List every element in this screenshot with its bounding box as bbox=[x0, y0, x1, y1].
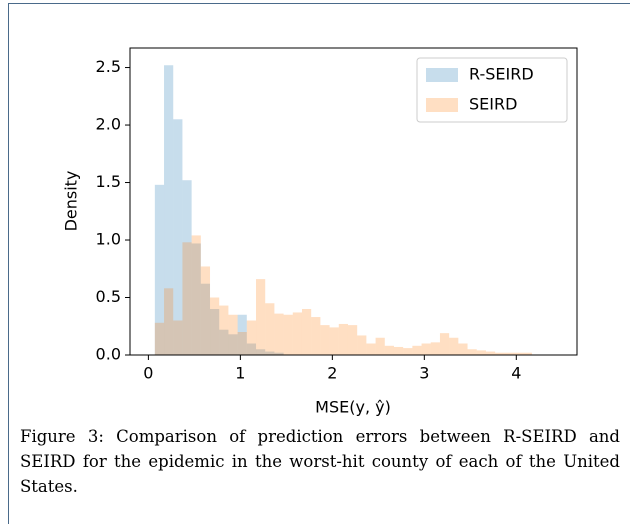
histogram-bar bbox=[375, 337, 385, 355]
histogram-bar bbox=[522, 352, 532, 355]
page: Density MSE(y, ŷ) 0 1 2 3 4 0.0 0.5 1.0 1.5 2.0 2.… bbox=[8, 3, 630, 524]
plot-frame bbox=[129, 47, 578, 356]
legend-label: R-SEIRD bbox=[469, 65, 534, 84]
histogram-bar bbox=[439, 333, 450, 355]
histogram-bar bbox=[403, 348, 413, 355]
histogram-bar bbox=[504, 352, 514, 355]
y-tick-label: 0.5 bbox=[96, 287, 121, 306]
legend-swatch bbox=[426, 68, 458, 82]
histogram-bar bbox=[256, 349, 266, 355]
histogram-bar bbox=[173, 119, 183, 355]
histogram-bar bbox=[246, 320, 257, 355]
x-tick-label: 3 bbox=[419, 364, 429, 383]
histogram-bar bbox=[467, 349, 477, 355]
histogram-bar bbox=[301, 309, 312, 355]
y-tick-label: 0.0 bbox=[96, 345, 121, 364]
legend-label: SEIRD bbox=[469, 95, 517, 114]
histogram-bar bbox=[219, 305, 229, 355]
chart: Density MSE(y, ŷ) 0 1 2 3 4 0.0 0.5 1.0 1.5 2.0 2.… bbox=[62, 47, 578, 417]
histogram-bar bbox=[320, 325, 330, 355]
histogram-bar bbox=[495, 352, 505, 355]
x-axis-label: MSE(y, ŷ) bbox=[315, 398, 391, 417]
histogram-bar bbox=[274, 313, 284, 355]
histogram-bar bbox=[357, 335, 367, 355]
legend-swatch bbox=[426, 98, 458, 112]
y-tick-label: 1.5 bbox=[96, 172, 121, 191]
histogram-bar bbox=[449, 337, 459, 355]
histogram-bar bbox=[154, 322, 165, 355]
histogram-bar bbox=[191, 235, 201, 355]
histogram-bar bbox=[164, 288, 174, 355]
histogram-bar bbox=[292, 312, 302, 355]
histogram-bar bbox=[164, 65, 174, 355]
histogram-bar bbox=[412, 345, 422, 355]
histogram-bar bbox=[182, 242, 192, 355]
legend-box bbox=[416, 57, 568, 123]
histogram-bar bbox=[182, 180, 192, 355]
figure-frame bbox=[8, 3, 630, 524]
histogram-bar bbox=[154, 184, 165, 355]
histogram-bar bbox=[246, 343, 257, 355]
histogram-bar bbox=[237, 332, 247, 355]
histogram-bar bbox=[476, 350, 486, 355]
histogram-bar bbox=[265, 303, 275, 355]
histogram-bar bbox=[210, 309, 220, 355]
histogram-bar bbox=[311, 317, 321, 355]
histogram-bar bbox=[347, 325, 358, 355]
histogram-bar bbox=[513, 352, 523, 355]
x-tick-label: 1 bbox=[235, 364, 245, 383]
x-tick-label: 4 bbox=[511, 364, 521, 383]
x-tick-label: 0 bbox=[143, 364, 153, 383]
x-tick-label: 2 bbox=[327, 364, 337, 383]
histogram-bar bbox=[200, 283, 211, 355]
histogram-bar bbox=[274, 352, 284, 355]
histogram-bar bbox=[485, 351, 496, 355]
histogram-bar bbox=[265, 351, 275, 355]
histogram-bar bbox=[366, 343, 376, 355]
histogram-bar bbox=[237, 314, 247, 355]
histogram-bar bbox=[384, 345, 394, 355]
caption: Figure 3: Comparison of prediction error… bbox=[20, 427, 620, 496]
histogram-bar bbox=[210, 297, 220, 355]
histogram-bar bbox=[430, 342, 440, 355]
histogram-bar bbox=[256, 279, 266, 355]
y-tick-label: 2.0 bbox=[96, 115, 121, 134]
histogram-bar bbox=[200, 266, 211, 355]
y-axis-label: Density bbox=[62, 171, 81, 232]
histogram-bar bbox=[228, 334, 238, 355]
y-tick-label: 2.5 bbox=[96, 57, 121, 76]
histogram-bar bbox=[173, 320, 183, 355]
histogram-bar bbox=[329, 327, 339, 355]
histogram-bar bbox=[191, 243, 201, 355]
histogram-bar bbox=[421, 343, 431, 355]
histogram-bar bbox=[283, 314, 293, 355]
histogram-bar bbox=[219, 329, 229, 355]
histogram-bar bbox=[228, 314, 238, 355]
histogram-bar bbox=[393, 346, 404, 355]
histogram-bar bbox=[458, 343, 468, 355]
histogram-bar bbox=[338, 323, 348, 355]
y-tick-label: 1.0 bbox=[96, 230, 121, 249]
